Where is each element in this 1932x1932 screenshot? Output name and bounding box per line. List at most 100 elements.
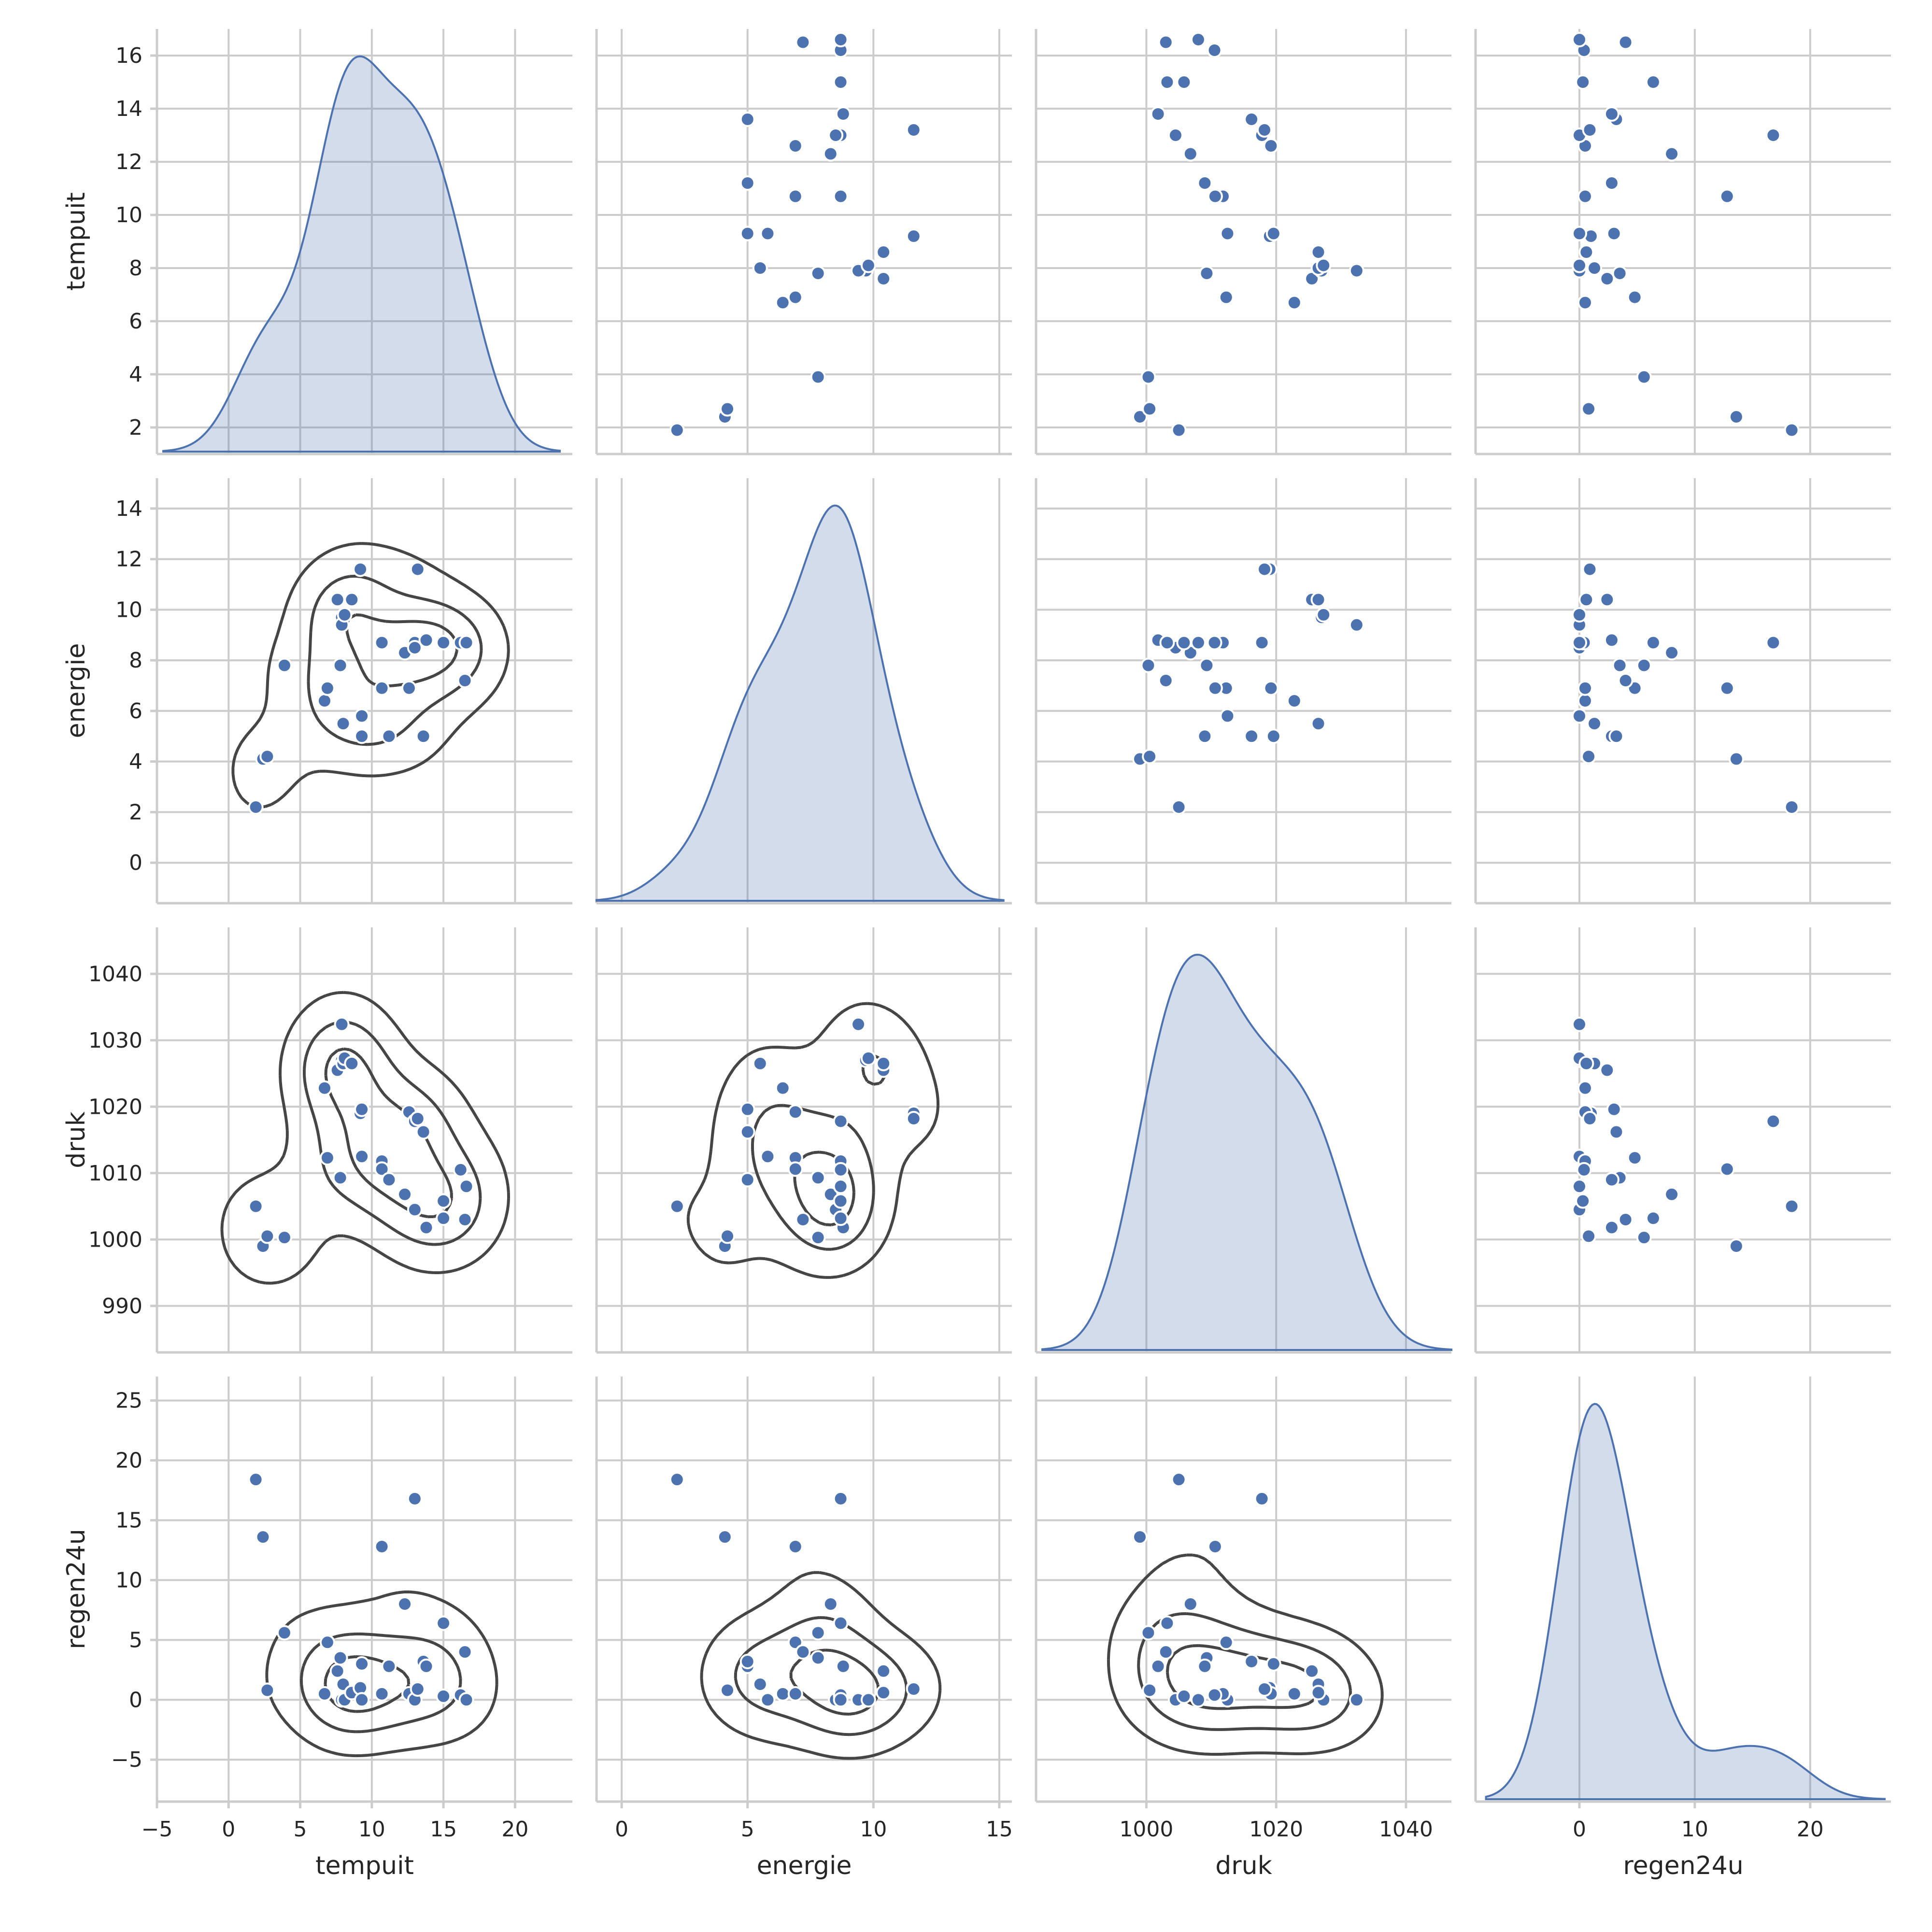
scatter-point [1784, 422, 1800, 438]
scatter-point [1257, 1681, 1272, 1697]
scatter-point [787, 138, 803, 154]
scatter-point [436, 1193, 452, 1209]
scatter-point [374, 680, 390, 696]
scatter-point [1636, 657, 1652, 673]
y-axis-label-regen24u: regen24u [62, 1529, 91, 1649]
kde-curve-regen24u [1485, 1403, 1886, 1800]
scatter-point [1220, 708, 1236, 724]
scatter-point [1599, 1062, 1615, 1078]
scatter-point [1612, 266, 1628, 281]
scatter-point [418, 1658, 434, 1674]
scatter-point [276, 1625, 292, 1641]
scatter-point [1572, 257, 1587, 273]
scatter-point [1582, 122, 1598, 138]
scatter-point [720, 1682, 736, 1698]
panel-energie-vs-tempuit [156, 478, 572, 905]
x-tick-label: 5 [294, 1817, 307, 1842]
scatter-point [1645, 1210, 1661, 1226]
scatter-point [436, 1688, 452, 1704]
scatter-point [876, 1663, 892, 1679]
scatter-point [1728, 751, 1744, 767]
scatter-point [739, 175, 755, 191]
scatter-point [1218, 1634, 1234, 1650]
scatter-point [1316, 607, 1332, 623]
y-tick-label: 990 [102, 1294, 142, 1319]
scatter-point [1575, 74, 1591, 90]
scatter-point [1310, 1685, 1326, 1701]
scatter-point [1627, 289, 1643, 305]
scatter-point [810, 1170, 826, 1186]
scatter-point [1572, 635, 1587, 651]
scatter-point [1207, 680, 1223, 696]
panel-druk-vs-regen24u [1474, 927, 1891, 1354]
scatter-point [1150, 106, 1166, 122]
scatter-point [1728, 1238, 1744, 1254]
scatter-point [248, 1472, 264, 1488]
scatter-point [319, 680, 335, 696]
scatter-point [407, 1491, 423, 1506]
scatter-point [860, 1050, 876, 1066]
scatter-point [833, 1193, 849, 1209]
panel-druk-vs-energie [595, 927, 1012, 1354]
y-tick-label: 0 [129, 1688, 142, 1712]
panel-energie-vs-druk [1035, 478, 1451, 905]
scatter-point [1140, 657, 1156, 673]
scatter-point [316, 1080, 332, 1096]
scatter-point [353, 561, 369, 577]
scatter-point [255, 1529, 271, 1545]
scatter-point [458, 1692, 474, 1708]
scatter-point [1608, 728, 1624, 744]
scatter-point [1171, 799, 1187, 815]
scatter-point [1150, 1658, 1166, 1674]
y-tick-label: 6 [129, 699, 142, 724]
scatter-point [332, 1650, 348, 1666]
scatter-point [374, 1161, 390, 1177]
scatter-point [1576, 1162, 1592, 1178]
scatter-point [1197, 728, 1213, 744]
scatter-point [739, 1172, 755, 1188]
scatter-point [752, 1055, 768, 1071]
scatter-point [787, 1686, 803, 1702]
scatter-point [1765, 635, 1781, 651]
x-tick-label: 1020 [1249, 1817, 1303, 1842]
kde-contour-level-1 [700, 1571, 942, 1760]
scatter-point [1582, 561, 1598, 577]
scatter-point [739, 1653, 755, 1669]
y-tick-label: 4 [129, 362, 142, 387]
scatter-point [1618, 673, 1634, 689]
scatter-point [319, 1150, 335, 1166]
scatter-point [1142, 1682, 1158, 1698]
scatter-point [453, 1162, 469, 1178]
y-tick-label: 1040 [88, 962, 142, 986]
scatter-point [276, 657, 292, 673]
y-tick-label: 10 [115, 597, 142, 622]
scatter-point [1142, 749, 1158, 765]
scatter-point [354, 1656, 370, 1672]
scatter-point [1197, 1658, 1213, 1674]
x-tick-label: 20 [1797, 1817, 1824, 1842]
scatter-point [1664, 1186, 1680, 1202]
scatter-point [1310, 592, 1326, 608]
scatter-point [787, 1539, 803, 1554]
scatter-point [1207, 635, 1222, 651]
scatter-point [795, 34, 811, 50]
y-tick-label: 12 [115, 547, 142, 572]
y-tick-label: 2 [129, 415, 142, 440]
scatter-point [415, 728, 431, 744]
x-tick-label: 1000 [1119, 1817, 1173, 1842]
scatter-point [1304, 1663, 1320, 1679]
scatter-point [1218, 289, 1234, 305]
scatter-point [1578, 244, 1594, 260]
scatter-point [1254, 635, 1270, 651]
scatter-point [1132, 409, 1148, 425]
y-tick-label: 1000 [88, 1227, 142, 1252]
scatter-point [775, 1686, 791, 1702]
panel-regen24u-vs-tempuit [156, 1377, 572, 1803]
y-tick-label: 16 [115, 43, 142, 68]
scatter-point [1176, 74, 1192, 90]
scatter-point [381, 1658, 397, 1674]
scatter-point [1197, 175, 1213, 191]
scatter-point [1254, 1491, 1270, 1506]
scatter-point [354, 1692, 370, 1708]
scatter-point [457, 673, 473, 689]
